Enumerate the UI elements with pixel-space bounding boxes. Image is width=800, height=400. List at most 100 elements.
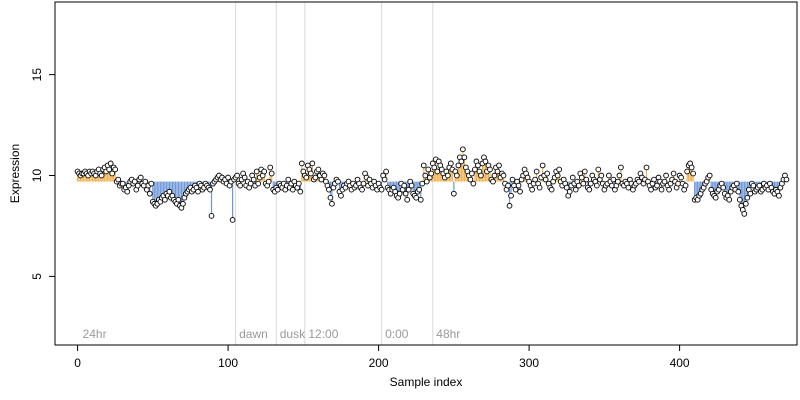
data-point (162, 196, 168, 203)
data-point (496, 162, 502, 169)
data-point (578, 174, 585, 181)
data-point (684, 168, 690, 175)
time-annotation-label: 0:00 (385, 327, 409, 341)
data-point (303, 174, 310, 181)
data-point (556, 166, 563, 173)
data-point (458, 158, 465, 165)
data-point (742, 200, 749, 207)
data-point (360, 180, 367, 187)
data-point (469, 170, 475, 177)
data-point (756, 182, 763, 189)
data-point (308, 170, 314, 177)
data-point (107, 160, 114, 167)
data-point (563, 184, 570, 191)
data-point (509, 176, 516, 183)
data-point (491, 172, 498, 179)
data-point (119, 180, 126, 187)
data-point (381, 176, 388, 183)
data-point (593, 182, 600, 189)
data-point (109, 170, 116, 177)
data-point (666, 186, 672, 193)
data-point (500, 172, 507, 179)
data-point (544, 170, 551, 177)
data-point (615, 178, 621, 185)
data-point (378, 186, 385, 193)
data-point (736, 196, 743, 203)
data-point (606, 172, 612, 179)
data-point (115, 176, 122, 183)
data-point (124, 188, 131, 195)
data-point (405, 186, 412, 193)
data-point (586, 186, 593, 193)
data-point (505, 182, 511, 189)
data-point (447, 160, 454, 167)
data-point (402, 190, 409, 197)
data-point (413, 194, 420, 201)
x-axis-tick-label: 400 (670, 356, 690, 370)
data-point (327, 194, 334, 201)
data-point (268, 170, 275, 177)
data-point (247, 180, 254, 187)
data-point (776, 192, 782, 199)
data-point (131, 178, 138, 185)
data-point (618, 164, 624, 171)
data-point (250, 176, 257, 183)
data-point (467, 176, 474, 183)
axes: 0 100 200 300 400 5 10 15 (30, 68, 690, 370)
data-point (295, 180, 302, 187)
data-point (554, 172, 561, 179)
data-point (106, 166, 113, 173)
data-point (298, 160, 305, 167)
data-point (241, 174, 248, 181)
data-point (636, 178, 642, 185)
data-point (401, 182, 408, 189)
data-point (142, 178, 149, 185)
data-point (625, 184, 632, 191)
data-point (359, 186, 365, 193)
data-point (229, 217, 236, 223)
data-point (431, 164, 438, 171)
data-point (472, 166, 478, 173)
data-point (517, 188, 523, 195)
data-point (454, 172, 460, 179)
data-point (512, 186, 519, 193)
data-point (425, 166, 432, 173)
data-point (261, 168, 268, 175)
y-axis-title: Expression (8, 144, 22, 203)
data-point (658, 186, 665, 193)
data-point (98, 172, 105, 179)
data-point (648, 186, 654, 193)
data-point (690, 170, 697, 177)
data-point (419, 180, 426, 187)
data-point (733, 180, 740, 187)
data-point (417, 196, 424, 203)
data-point (663, 172, 669, 179)
data-point (408, 182, 415, 189)
data-point (404, 196, 411, 203)
data-point (207, 186, 213, 193)
data-point (225, 174, 231, 181)
time-annotation-label: dawn (239, 327, 268, 341)
x-axis-title: Sample index (390, 375, 463, 389)
data-point (643, 164, 650, 171)
data-point (532, 176, 538, 183)
data-point (783, 176, 790, 183)
data-point (583, 176, 590, 183)
data-point (428, 170, 435, 177)
data-point (566, 188, 573, 195)
data-points (74, 146, 790, 223)
data-point (720, 184, 727, 191)
data-point (329, 200, 335, 207)
data-point (750, 182, 757, 189)
data-point (148, 180, 155, 187)
data-point (678, 174, 684, 181)
data-point (383, 168, 389, 175)
data-point (237, 182, 243, 189)
x-axis-tick-label: 300 (519, 356, 539, 370)
data-point (654, 182, 660, 189)
plot-frame (54, 1, 798, 346)
data-point (482, 158, 489, 165)
data-point (508, 192, 514, 199)
data-point (253, 168, 260, 175)
